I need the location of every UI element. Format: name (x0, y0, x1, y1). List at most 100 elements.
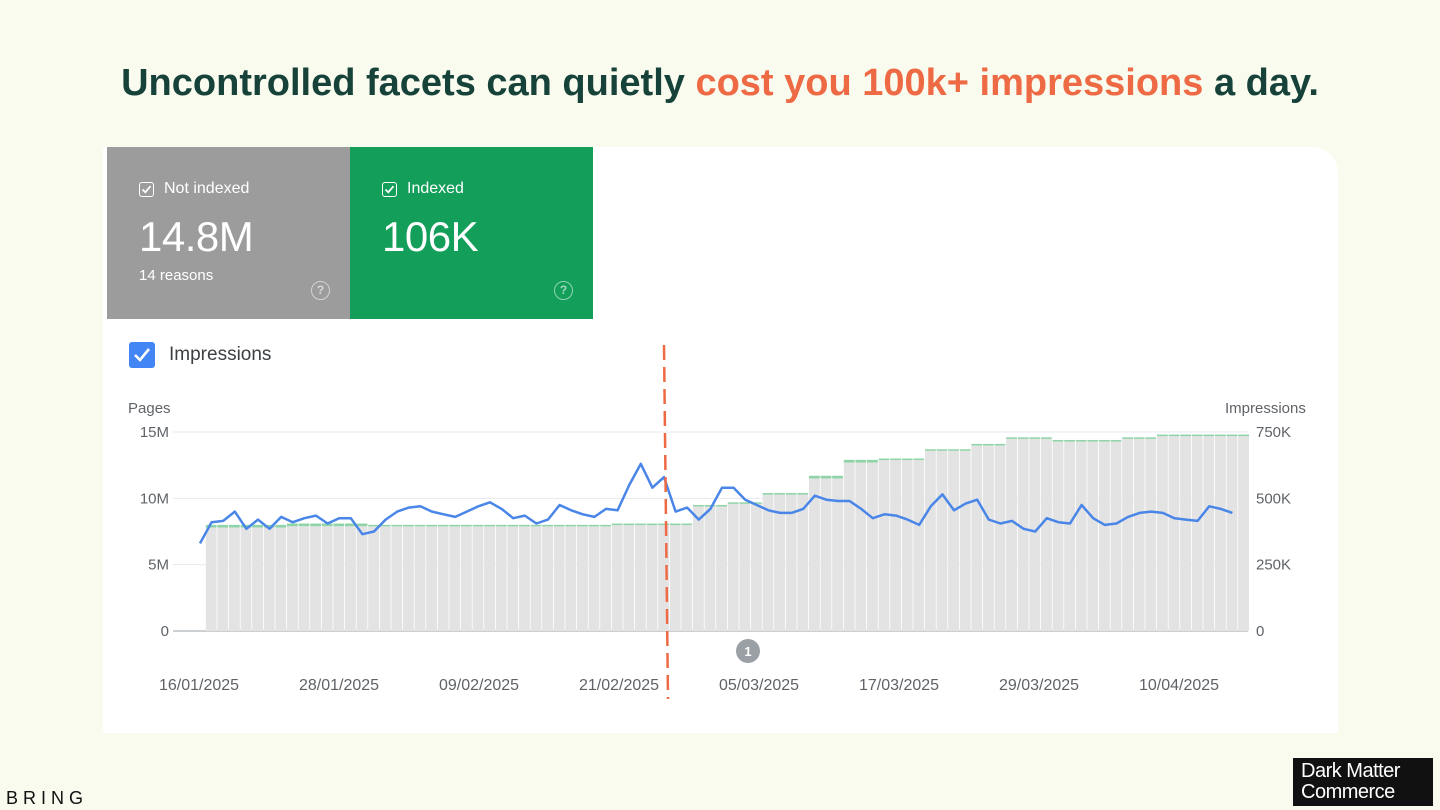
performance-card: Not indexed 14.8M 14 reasons ? Indexed 1… (103, 147, 1338, 733)
indexed-bar (391, 524, 403, 527)
indexed-bar (1064, 439, 1075, 442)
not-indexed-bar (1215, 435, 1226, 631)
annotation-marker-label: 1 (744, 644, 751, 659)
not-indexed-tile[interactable]: Not indexed 14.8M 14 reasons ? (107, 147, 350, 319)
indexed-bar (855, 459, 867, 463)
indexed-bar (275, 524, 287, 528)
impressions-checkbox[interactable] (129, 342, 155, 368)
not-indexed-bar (983, 445, 994, 631)
indexed-bar (820, 475, 832, 479)
not-indexed-bar (298, 526, 310, 631)
indexed-bar (530, 524, 542, 527)
help-circle-icon[interactable]: ? (554, 281, 573, 300)
not-indexed-bar (913, 459, 925, 631)
not-indexed-bar (693, 506, 704, 631)
indexed-bar (704, 504, 716, 507)
not-indexed-bar (217, 527, 229, 631)
indexed-bar (1041, 437, 1052, 439)
right-tick-label: 500K (1256, 490, 1291, 507)
not-indexed-bar (611, 524, 623, 631)
not-indexed-bar (1041, 438, 1052, 631)
x-tick-label: 05/03/2025 (719, 677, 799, 694)
not-indexed-bar (321, 526, 333, 631)
indexed-bar (229, 524, 240, 528)
not-indexed-bar (403, 526, 414, 631)
not-indexed-bar (994, 445, 1006, 631)
x-tick-label: 17/03/2025 (859, 677, 939, 694)
indexed-bar (1238, 434, 1249, 437)
indexed-bar (1180, 434, 1191, 437)
not-indexed-bar (553, 526, 565, 631)
not-indexed-bar (530, 526, 542, 631)
indexed-bar (774, 493, 785, 495)
not-indexed-bar (1191, 435, 1203, 631)
not-indexed-bar (495, 526, 507, 631)
not-indexed-bar (925, 450, 936, 631)
indexed-bar (403, 524, 414, 527)
indexed-value: 106K (382, 213, 479, 260)
indexed-bar (1122, 437, 1133, 439)
indexed-bar (1133, 437, 1145, 439)
not-indexed-bar (356, 526, 368, 631)
indexed-bar (727, 502, 739, 504)
not-indexed-bar (716, 506, 727, 631)
indexed-bar (1110, 439, 1122, 442)
headline-accent: cost you 100k+ impressions (695, 62, 1204, 104)
not-indexed-bar (263, 527, 275, 631)
not-indexed-value: 14.8M (139, 213, 254, 260)
indexed-tile[interactable]: Indexed 106K ? (350, 147, 593, 319)
indexed-bar (635, 523, 646, 526)
not-indexed-bar (1052, 441, 1064, 631)
dark-matter-commerce-logo: Dark Matter Commerce (1293, 758, 1433, 806)
indexed-bar (1191, 434, 1203, 437)
not-indexed-checkbox[interactable] (139, 182, 154, 197)
right-tick-label: 750K (1256, 424, 1291, 441)
indexed-bar (310, 523, 321, 527)
indexed-bar (623, 523, 635, 526)
not-indexed-bar (971, 445, 983, 631)
indexed-bar (1157, 434, 1168, 437)
not-indexed-bar (577, 526, 588, 631)
not-indexed-label: Not indexed (164, 180, 250, 197)
not-indexed-bar (507, 526, 519, 631)
indexed-bar (519, 524, 530, 527)
not-indexed-bar (287, 526, 298, 631)
indexed-bar (298, 523, 310, 527)
not-indexed-bar (252, 527, 263, 631)
indexed-checkbox[interactable] (382, 182, 397, 197)
not-indexed-bar (901, 459, 913, 631)
help-circle-icon[interactable]: ? (311, 281, 330, 300)
indexed-bar (542, 524, 553, 527)
headline-part2: a day. (1203, 62, 1319, 104)
indexed-bar (959, 449, 971, 451)
not-indexed-bar (785, 494, 797, 631)
right-tick-label: 250K (1256, 557, 1291, 574)
indexed-bar (994, 443, 1006, 446)
bring-logo: BRING (6, 788, 89, 808)
indexed-bar (1075, 439, 1087, 442)
not-indexed-bar (426, 526, 437, 631)
indexed-bar (890, 458, 901, 461)
not-indexed-bar (205, 527, 217, 631)
indexed-bar (252, 524, 263, 528)
not-indexed-bar (762, 494, 774, 631)
indexed-bar (1215, 434, 1226, 437)
not-indexed-bar (472, 526, 484, 631)
indexed-bar (495, 524, 507, 527)
indexed-bar (1017, 437, 1029, 439)
indexed-bar (832, 475, 843, 479)
not-indexed-bar (832, 478, 843, 631)
indexed-bar (1168, 434, 1180, 437)
not-indexed-bar (948, 450, 959, 631)
not-indexed-bar (542, 526, 553, 631)
not-indexed-bar (1099, 441, 1110, 631)
indexed-bar (681, 523, 693, 526)
indexed-bar (762, 493, 774, 495)
left-tick-label: 5M (148, 557, 169, 574)
not-indexed-bar (878, 459, 890, 631)
indexed-bar (971, 443, 983, 446)
not-indexed-bar (681, 524, 693, 631)
impressions-line (198, 462, 1233, 545)
not-indexed-bar (333, 526, 345, 631)
indexed-bar (1099, 439, 1110, 442)
